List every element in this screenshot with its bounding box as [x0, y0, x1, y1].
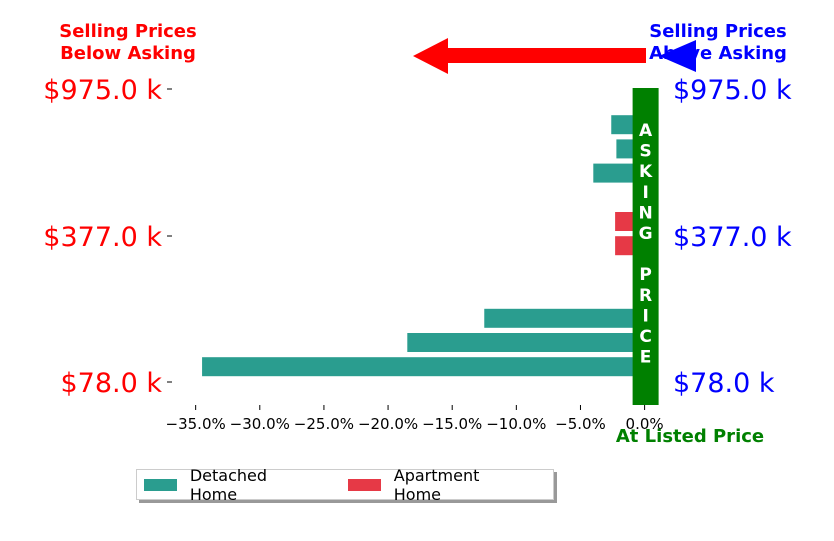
asking-letter: A [639, 121, 653, 141]
y-tick-label-right: $78.0 k [673, 368, 775, 399]
asking-letter: K [639, 162, 653, 182]
legend-swatch-apartment [347, 478, 381, 491]
bar-12 [202, 357, 645, 377]
below-asking-arrow-head [413, 38, 448, 74]
below-asking-arrow-shaft [446, 48, 646, 63]
bar-4 [593, 163, 645, 183]
annotation-at-listed-price: At Listed Price [615, 426, 765, 447]
asking-letter: I [642, 183, 648, 203]
x-tick-label: −10.0% [486, 415, 546, 433]
legend-item-detached: Detached Home [144, 466, 315, 504]
annotation-below-asking: Selling Prices Below Asking [59, 21, 197, 64]
legend-swatch-detached [144, 478, 177, 491]
x-tick-label: −35.0% [166, 415, 226, 433]
y-tick-label-right: $377.0 k [673, 222, 792, 253]
above-asking-arrow-head [659, 40, 696, 72]
legend-item-apartment: Apartment Home [347, 465, 527, 504]
x-tick-label: −25.0% [294, 415, 354, 433]
x-tick-label: −30.0% [230, 415, 290, 433]
x-tick-label: 0.0% [626, 415, 664, 433]
y-tick-label-right: $975.0 k [673, 75, 792, 106]
x-tick-label: −20.0% [358, 415, 418, 433]
asking-letter: N [638, 203, 652, 223]
asking-letter: E [640, 348, 652, 368]
asking-letter: S [639, 142, 651, 162]
x-tick-label: −15.0% [422, 415, 482, 433]
asking-letter: R [639, 286, 652, 306]
legend-label-detached: Detached Home [189, 465, 268, 504]
legend: Detached Home Apartment Home [136, 466, 554, 504]
asking-letter: C [639, 327, 651, 347]
legend-label-apartment: Apartment Home [393, 465, 480, 504]
bar-10 [484, 308, 645, 328]
y-tick-label-left: $377.0 k [43, 222, 162, 253]
y-tick-label-left: $975.0 k [43, 75, 162, 106]
asking-letter: I [642, 306, 648, 326]
x-tick-label: −5.0% [555, 415, 606, 433]
asking-letter: G [639, 224, 653, 244]
bar-11 [407, 333, 645, 352]
asking-letter: P [639, 265, 651, 285]
y-tick-label-left: $78.0 k [60, 368, 162, 399]
asking-price-bar [632, 88, 659, 405]
